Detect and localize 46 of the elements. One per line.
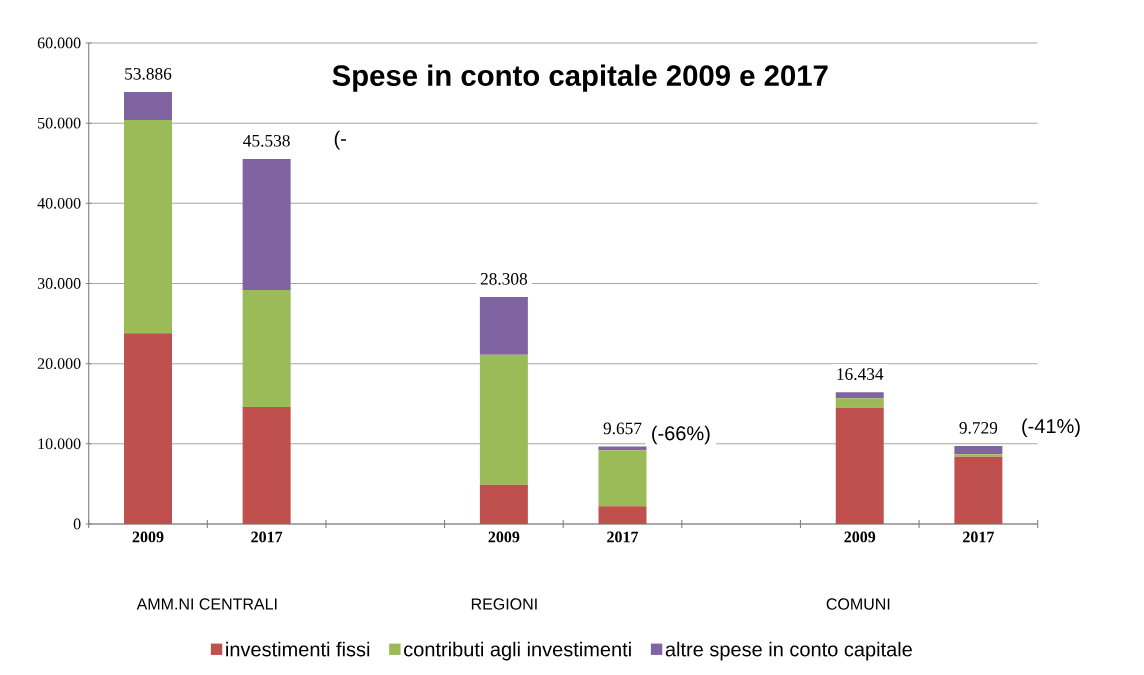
total-label: 53.886 [125,67,172,80]
bar [124,119,173,334]
bar [598,450,647,507]
y-tick-label: 0 [73,518,81,530]
bar [598,506,647,524]
total-label: 9.729 [959,422,998,434]
bar [479,354,528,485]
bar [954,454,1003,457]
annotation: (-41%) [1022,418,1080,438]
total-label: 16.434 [837,368,884,380]
x-tick-label: 2009 [488,531,520,543]
bar [479,297,528,355]
x-tick-label: 2017 [607,531,639,543]
legend-label: altre spese in conto capitale [665,641,912,661]
bar [835,392,884,399]
total-label: 9.657 [603,422,642,435]
y-tick-label: 40.000 [37,197,81,209]
x-tick-label: 2017 [963,531,994,543]
bar [242,158,291,290]
x-tick-label: 2009 [844,531,876,543]
text: Spese in conto capitale 2009 e 2017 [332,64,828,92]
x-tick-label: 2009 [132,531,164,543]
y-tick-label: 20.000 [37,358,81,370]
bar [124,92,173,120]
annotation: (- [334,130,346,150]
text: COMUNI [826,598,890,610]
bar [835,398,884,408]
text: AMM.NI CENTRALI [136,598,277,610]
legend-label: contributi agli investimenti [404,641,631,661]
bar [835,407,884,524]
bar [954,446,1003,455]
text: REGIONI [471,598,537,610]
y-tick-label: 60.000 [37,37,81,49]
legend-label: investimenti fissi [226,641,370,657]
y-tick-label: 50.000 [38,117,81,129]
bar [242,406,291,524]
y-tick-label: 10.000 [38,438,81,450]
y-tick-label: 30.000 [37,278,81,289]
bar [124,333,173,524]
bar [479,484,528,524]
total-label: 28.308 [480,273,528,285]
total-label: 45.538 [243,134,290,147]
bar [954,456,1003,524]
bar [242,289,291,407]
annotation: (-66%) [652,425,710,445]
x-tick-label: 2017 [251,531,283,543]
